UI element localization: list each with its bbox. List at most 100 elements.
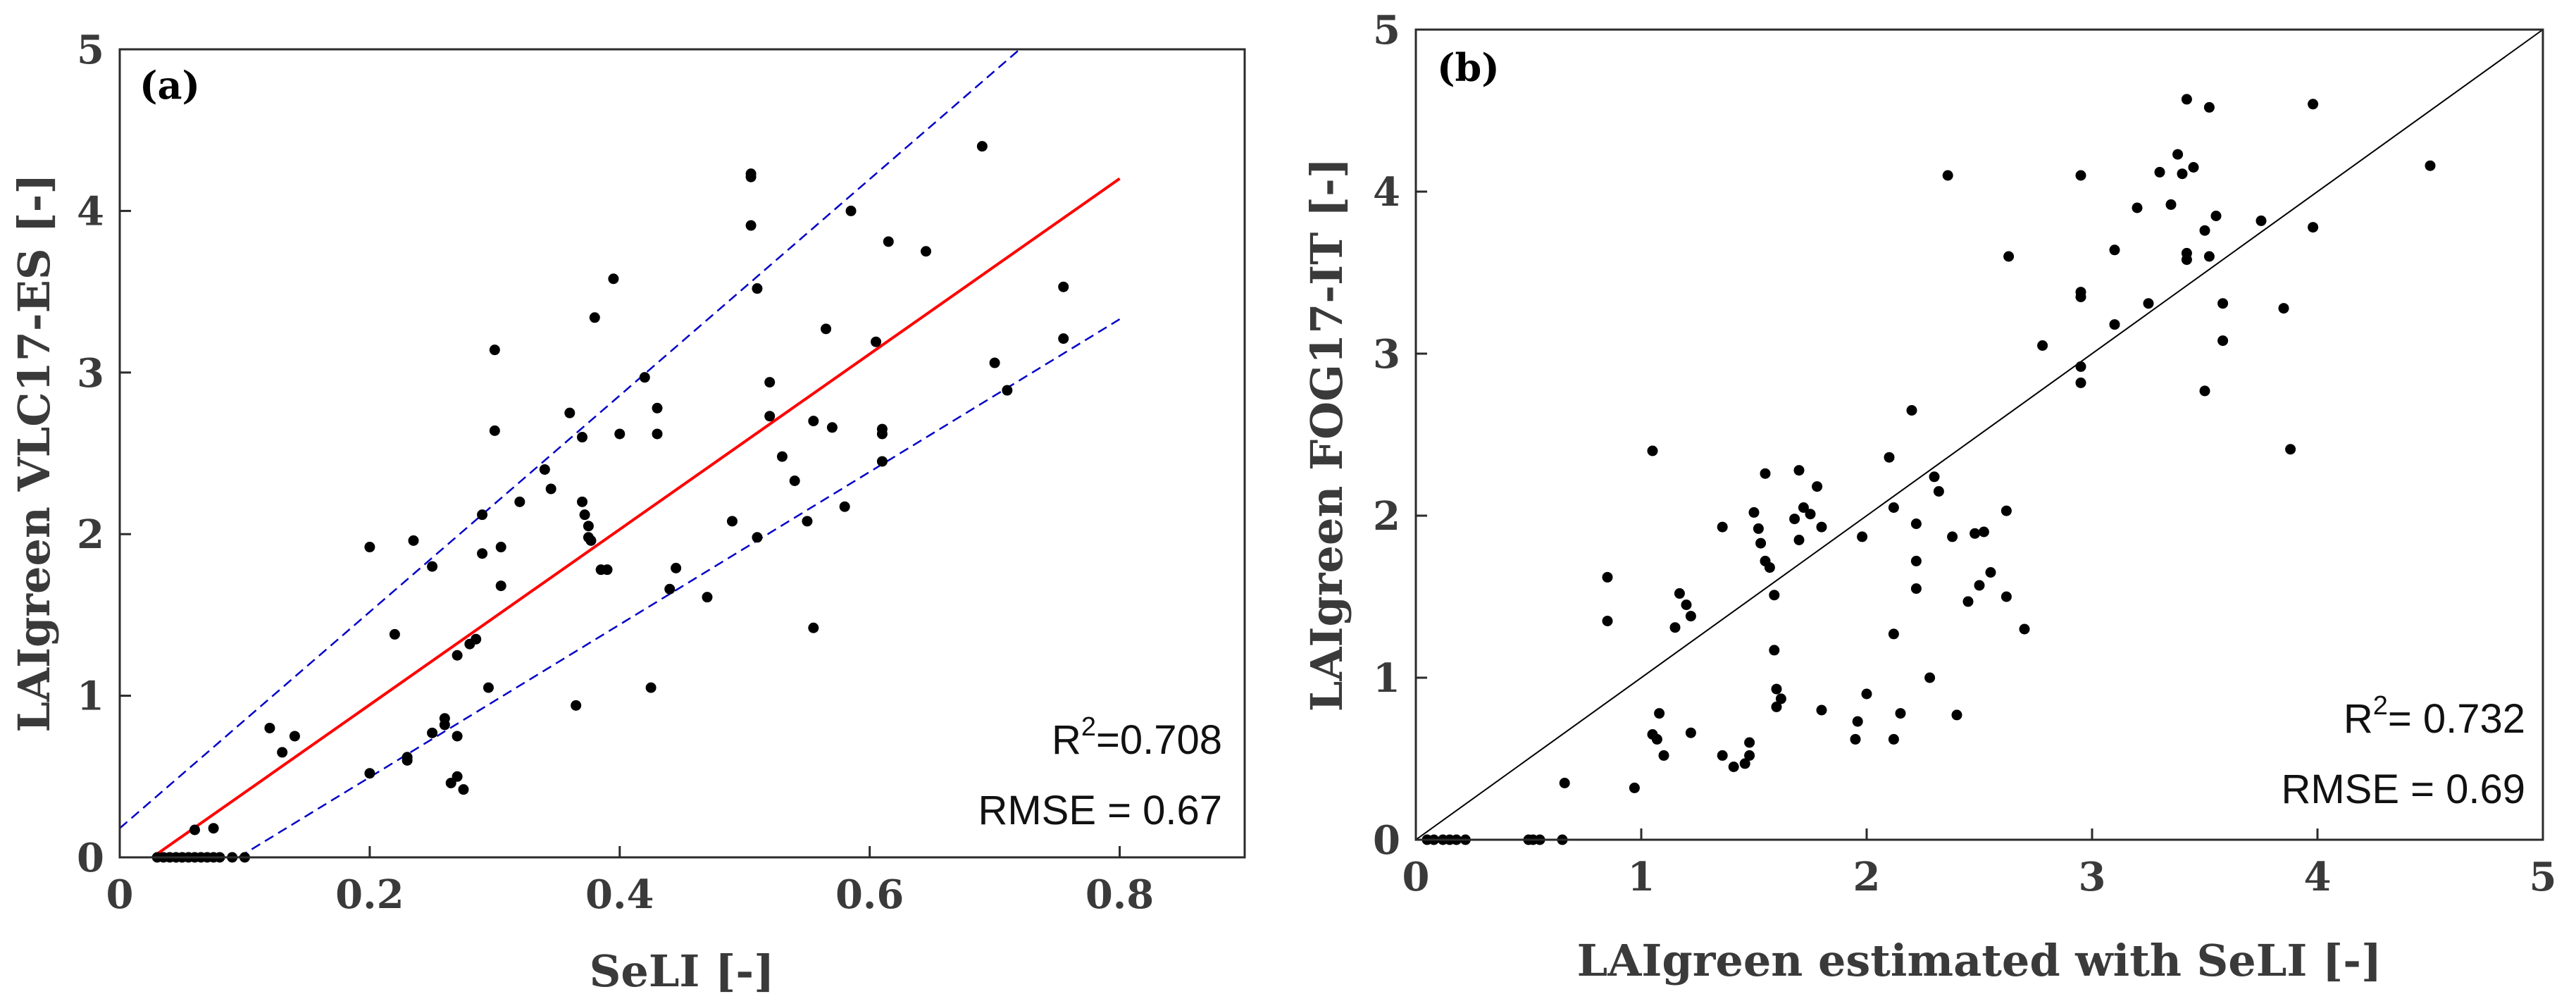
panel-b-data-point (1816, 521, 1827, 533)
panel-a-data-point (745, 220, 757, 231)
panel-a-data-points (151, 141, 1069, 863)
panel-b-data-point (1888, 733, 1899, 745)
panel-b-data-point (2308, 222, 2319, 233)
panel-b-data-point (1674, 588, 1685, 599)
panel-a-data-point (821, 323, 832, 335)
panel-b-data-point (2203, 101, 2215, 113)
panel-b-data-point (2308, 99, 2319, 110)
panel-b-data-point (1978, 526, 1989, 538)
panel-a-data-point (427, 727, 438, 738)
panel-b-data-point (1769, 645, 1780, 656)
panel-a-data-point (495, 580, 506, 592)
panel-b-y-tick-label: 1 (1373, 655, 1400, 702)
panel-a-data-point (208, 823, 219, 834)
panel-b-data-point (2203, 251, 2215, 262)
panel-a-data-point (664, 583, 676, 595)
panel-b-data-point (2217, 298, 2229, 309)
panel-b-data-point (1805, 509, 1816, 520)
panel-b-data-point (1798, 502, 1809, 513)
panel-b-data-point (1685, 727, 1696, 738)
panel-a-data-point (564, 407, 575, 418)
panel-b-data-point (1789, 514, 1800, 525)
panel-a-data-point (876, 456, 888, 467)
panel-b-data-point (2278, 303, 2289, 314)
panel-b-one-to-one-line (1415, 29, 2544, 840)
panel-a-axes-box (118, 48, 1246, 859)
panel-b-data-point (1910, 583, 1922, 594)
panel-a-data-point (589, 312, 600, 323)
panel-a-regression-line (151, 177, 1121, 859)
panel-a-data-point (1058, 333, 1069, 344)
panel-a-data-point (752, 532, 763, 543)
panel-b-data-points (1421, 94, 2436, 845)
panel-a-data-point (764, 411, 776, 422)
panel-a-data-point (921, 246, 932, 257)
panel-b-data-point (1974, 580, 1985, 591)
panel-a-data-point (639, 372, 650, 383)
panel-a-data-point (539, 464, 550, 475)
panel-b-data-point (1753, 523, 1764, 534)
panel-b-data-point (2181, 254, 2192, 266)
panel-b-x-tick-label: 5 (2530, 854, 2557, 900)
panel-a-data-point (808, 416, 819, 427)
panel-b-r2-superscript: 2 (2373, 691, 2388, 721)
panel-b-x-tick-label: 1 (1628, 854, 1655, 900)
panel-a-confidence-band (237, 318, 1121, 859)
panel-a-data-point (883, 236, 894, 247)
panel-b-y-tick-label: 2 (1373, 493, 1400, 540)
panel-b-data-point (1739, 758, 1750, 769)
panel-a-data-point (402, 754, 413, 766)
panel-b-data-point (2019, 623, 2030, 635)
panel-b-data-point (1929, 471, 1940, 483)
panel-a-data-point (427, 561, 438, 572)
panel-a-data-point (458, 784, 469, 795)
panel-b-data-point (2181, 94, 2192, 105)
panel-a-data-point (989, 357, 1000, 368)
panel-b-data-point (2217, 335, 2229, 347)
panel-a-data-point (826, 422, 838, 433)
panel-b-data-point (1861, 688, 1872, 700)
panel-a-data-point (289, 731, 300, 742)
panel-a-data-point (789, 475, 800, 486)
panel-a-confidence-bands (119, 49, 1121, 859)
panel-a-y-tick-label: 0 (77, 835, 104, 881)
panel-a-data-point (614, 428, 626, 440)
panel-b-data-point (1775, 693, 1786, 704)
panel-b-data-point (1728, 762, 1739, 772)
panel-b-data-point (1744, 737, 1755, 748)
panel-a-y-tick-label: 1 (77, 673, 104, 720)
panel-b-data-point (1906, 405, 1917, 416)
panel-a-data-point (645, 682, 657, 693)
panel-a-x-tick-label: 0.6 (835, 871, 904, 918)
panel-a-y-tick-label: 2 (77, 511, 104, 558)
panel-b-x-tick-label: 4 (2304, 854, 2332, 900)
panel-b-data-point (1658, 750, 1669, 761)
panel-a-y-tick-label: 4 (77, 188, 104, 235)
panel-b-data-point (2001, 505, 2012, 516)
panel-a-data-point (439, 719, 450, 731)
panel-b-data-point (1895, 708, 1906, 719)
panel-b-data-point (1816, 704, 1827, 716)
panel-b-data-point (1888, 628, 1899, 640)
panel-a-data-point (477, 509, 488, 521)
panel-a-data-point (189, 824, 200, 836)
panel-b-x-tick-label: 3 (2079, 854, 2106, 900)
panel-a-data-point (364, 768, 375, 779)
panel-a-data-point (652, 428, 663, 440)
panel-a-data-point (652, 402, 663, 414)
panel-b-data-point (1717, 521, 1728, 533)
panel-b-axes-box (1414, 28, 2544, 841)
panel-b-data-point (1812, 481, 1823, 492)
panel-b-data-point (1910, 555, 1922, 566)
panel-a-data-point (489, 425, 500, 436)
panel-a-data-point (579, 509, 590, 521)
panel-a-data-point (585, 535, 597, 546)
panel-b-y-ticks: 0 1 2 3 4 5 (1373, 7, 1427, 864)
panel-b-data-point (1947, 531, 1958, 542)
panel-b-data-point (1669, 622, 1681, 633)
panel-b-data-point (2109, 244, 2120, 256)
panel-a-y-tick-label: 3 (77, 350, 104, 397)
panel-a-y-axis-label: LAIgreen VLC17-ES [-] (8, 173, 60, 732)
